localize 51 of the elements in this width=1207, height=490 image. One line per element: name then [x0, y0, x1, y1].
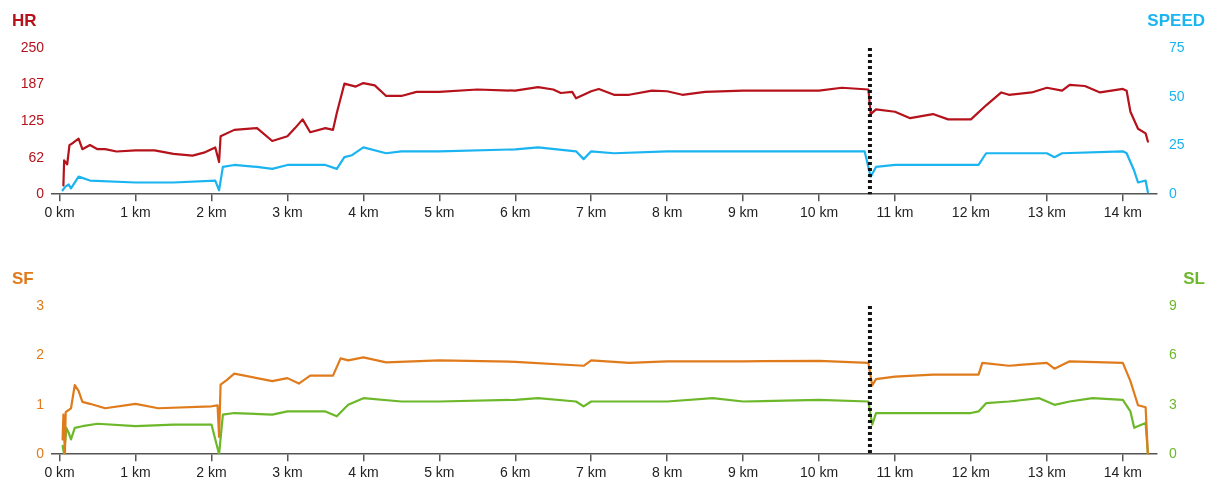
y2-tick-label: 50: [1169, 87, 1185, 104]
x-tick-label: 6 km: [500, 204, 531, 221]
x-tick-label: 13 km: [1027, 464, 1066, 481]
x-tick-label: 0 km: [44, 204, 75, 221]
x-tick-label: 4 km: [348, 464, 379, 481]
x-tick-label: 7 km: [576, 464, 607, 481]
y2-tick-label: 75: [1169, 38, 1185, 55]
y-tick-label: 250: [20, 38, 45, 55]
x-tick-label: 11 km: [876, 464, 914, 481]
x-tick-label: 6 km: [500, 464, 531, 481]
x-tick-label: 1 km: [120, 204, 151, 221]
y2-tick-label: 25: [1169, 136, 1185, 153]
y-axis-title: SF: [12, 269, 34, 289]
y-tick-label: 3: [36, 296, 45, 313]
x-tick-label: 8 km: [651, 204, 683, 221]
y2-tick-label: 9: [1169, 296, 1177, 313]
y-tick-label: 0: [36, 445, 45, 462]
x-tick-label: 5 km: [424, 464, 455, 481]
x-tick-label: 9 km: [727, 204, 759, 221]
y2-tick-label: 3: [1169, 395, 1177, 412]
y2-tick-label: 0: [1169, 445, 1177, 462]
y2-tick-label: 0: [1169, 185, 1177, 202]
x-tick-label: 7 km: [576, 204, 607, 221]
y-axis-title: HR: [12, 11, 37, 31]
x-tick-label: 12 km: [951, 204, 990, 221]
x-tick-label: 3 km: [272, 204, 303, 221]
x-tick-label: 0 km: [44, 464, 75, 481]
x-tick-label: 11 km: [876, 204, 914, 221]
x-tick-label: 10 km: [799, 464, 839, 481]
x-tick-label: 1 km: [120, 464, 151, 481]
x-tick-label: 9 km: [727, 464, 759, 481]
x-tick-label: 12 km: [951, 464, 990, 481]
x-tick-label: 4 km: [348, 204, 379, 221]
y-tick-label: 0: [36, 185, 45, 202]
x-tick-label: 2 km: [196, 204, 227, 221]
y-tick-label: 187: [20, 75, 45, 92]
y2-axis-title: SL: [1183, 269, 1205, 289]
x-tick-label: 10 km: [799, 204, 839, 221]
x-tick-label: 2 km: [196, 464, 227, 481]
x-tick-label: 3 km: [272, 464, 303, 481]
x-tick-label: 14 km: [1103, 464, 1142, 481]
y-tick-label: 125: [20, 111, 45, 128]
x-tick-label: 13 km: [1027, 204, 1066, 221]
y-tick-label: 1: [36, 395, 45, 412]
y2-axis-title: SPEED: [1147, 11, 1205, 31]
y-tick-label: 62: [28, 148, 45, 165]
x-tick-label: 14 km: [1103, 204, 1142, 221]
y2-tick-label: 6: [1169, 346, 1177, 363]
x-tick-label: 8 km: [651, 464, 683, 481]
y-tick-label: 2: [36, 346, 45, 363]
x-tick-label: 5 km: [424, 204, 455, 221]
